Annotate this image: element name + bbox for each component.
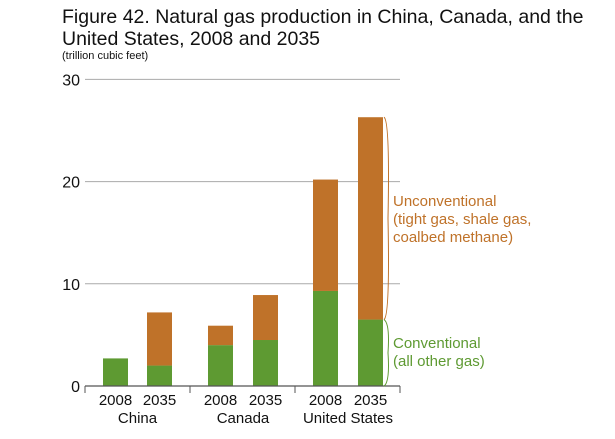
legend-conventional: (all other gas) (393, 353, 485, 370)
x-tick-label: 2008 (99, 392, 132, 409)
bracket-conventional (383, 319, 389, 387)
bar-segment (358, 319, 383, 386)
x-tick-label: 2008 (204, 392, 237, 409)
legend-unconventional: (tight gas, shale gas, (393, 211, 531, 228)
x-tick-label: 2035 (143, 392, 176, 409)
chart-title: Figure 42. Natural gas production in Chi… (62, 6, 584, 50)
group-label: Canada (217, 410, 270, 427)
legend-conventional: Conventional (393, 335, 481, 352)
y-tick-label: 30 (62, 72, 80, 89)
bar-segment (313, 290, 338, 386)
bar-segment (147, 312, 172, 366)
bar-segment (147, 365, 172, 386)
x-tick-label: 2035 (249, 392, 282, 409)
bar-segment (313, 179, 338, 291)
x-tick-label: 2035 (354, 392, 387, 409)
bar-segment (358, 117, 383, 320)
x-tick-label: 2008 (309, 392, 342, 409)
y-tick-label: 10 (62, 277, 80, 294)
group-label: China (118, 410, 158, 427)
bar-segment (208, 345, 233, 386)
bar-segment (208, 325, 233, 346)
y-tick-label: 20 (62, 175, 80, 192)
bar-segment (253, 340, 278, 386)
y-axis-unit: (trillion cubic feet) (62, 50, 149, 62)
bar-segment (103, 358, 128, 386)
group-label: United States (303, 410, 393, 427)
legend-unconventional: coalbed methane) (393, 229, 513, 246)
bracket-unconventional (383, 116, 389, 320)
bar-segment (253, 295, 278, 341)
y-tick-label: 0 (71, 379, 80, 396)
legend-unconventional: Unconventional (393, 193, 496, 210)
